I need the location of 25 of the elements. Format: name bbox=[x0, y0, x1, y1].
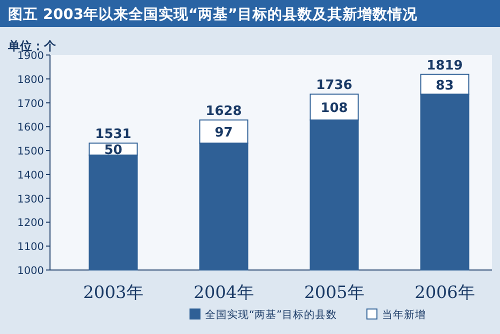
chart-title: 图五 2003年以来全国实现“两基”目标的县数及其新增数情况 bbox=[8, 5, 418, 23]
x-tick-label: 2005年 bbox=[304, 283, 364, 303]
y-tick-label: 1700 bbox=[17, 98, 44, 110]
legend-label: 全国实现“两基”目标的县数 bbox=[205, 308, 337, 321]
data-label: 83 bbox=[436, 78, 454, 94]
total-label: 1736 bbox=[316, 78, 352, 94]
total-label: 1531 bbox=[95, 127, 132, 142]
y-tick-label: 1100 bbox=[17, 241, 44, 254]
y-tick-label: 1600 bbox=[17, 122, 44, 134]
y-tick-label: 1200 bbox=[17, 217, 44, 230]
y-tick-label: 1800 bbox=[17, 74, 44, 86]
data-label: 50 bbox=[104, 143, 122, 158]
y-tick-label: 1900 bbox=[17, 50, 44, 62]
data-label: 108 bbox=[320, 101, 348, 116]
legend-label: 当年新增 bbox=[382, 308, 426, 321]
total-label: 1819 bbox=[426, 58, 463, 74]
total-label: 1628 bbox=[206, 104, 242, 119]
y-tick-label: 1300 bbox=[17, 193, 44, 206]
x-tick-label: 2003年 bbox=[83, 283, 144, 303]
y-tick-label: 1000 bbox=[17, 265, 44, 277]
x-tick-label: 2006年 bbox=[414, 283, 475, 303]
x-tick-label: 2004年 bbox=[194, 283, 254, 303]
data-label: 97 bbox=[214, 126, 233, 141]
y-tick-label: 1400 bbox=[17, 169, 44, 182]
y-tick-label: 1500 bbox=[17, 146, 44, 158]
